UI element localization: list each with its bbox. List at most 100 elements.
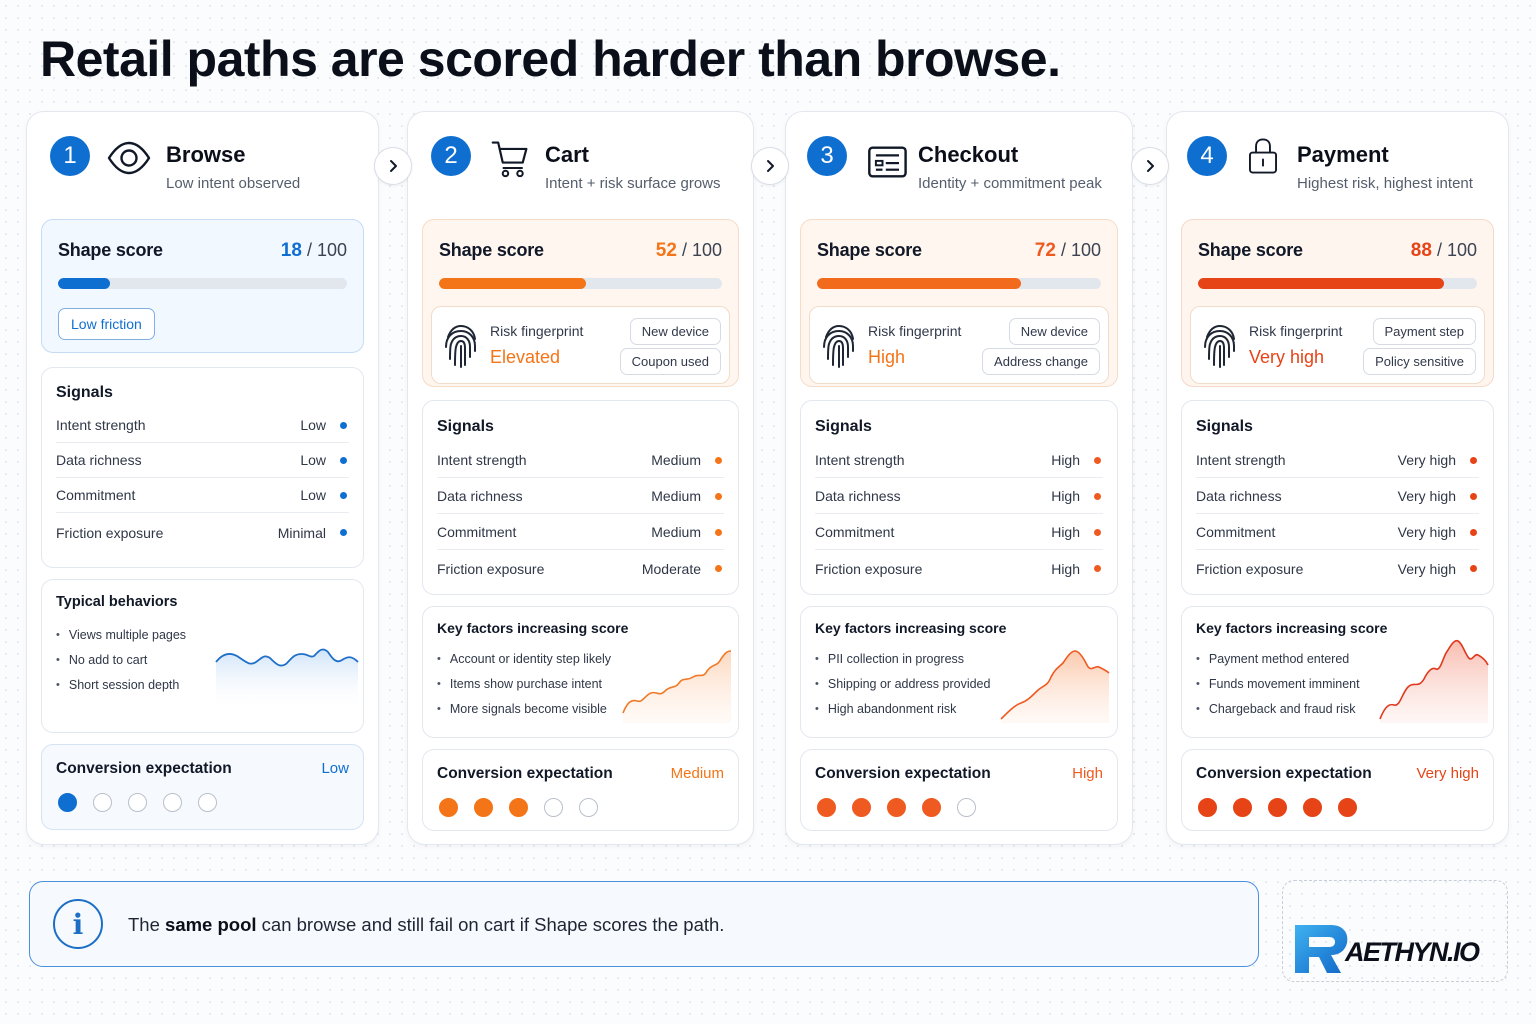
- conversion-dot-filled: [887, 798, 906, 817]
- score-number: 88: [1410, 240, 1432, 261]
- key-factors-panel: Key factors increasing score Account or …: [422, 606, 739, 738]
- signal-label: Intent strength: [56, 417, 146, 433]
- signal-label: Friction exposure: [815, 560, 923, 577]
- signal-dot: [340, 491, 347, 499]
- factors-list: Account or identity step likely Items sh…: [437, 646, 611, 721]
- key-factors-title: Key factors increasing score: [1196, 620, 1388, 636]
- stage-name: Browse: [166, 142, 246, 167]
- risk-tag: Payment step: [1372, 318, 1476, 345]
- stage-description: Intent + risk surface grows: [545, 175, 721, 192]
- signals-panel: Signals Intent strength High Data richnes…: [800, 400, 1118, 595]
- conversion-dot-filled: [58, 793, 77, 812]
- key-factors-title: Key factors increasing score: [437, 620, 629, 636]
- signal-label: Data richness: [815, 488, 901, 504]
- signal-row: Friction exposure Very high: [1196, 551, 1479, 586]
- score-bar: [439, 278, 722, 289]
- risk-fingerprint-label: Risk fingerprint: [1249, 323, 1343, 339]
- info-text-lead: The: [128, 914, 166, 935]
- conversion-dots: [439, 798, 598, 817]
- signal-label: Data richness: [437, 488, 523, 504]
- signals-title: Signals: [1196, 418, 1253, 435]
- signal-row: Commitment High: [815, 515, 1103, 550]
- stage-card-cart: 2 Cart Intent + risk surface grows Shape…: [407, 111, 754, 845]
- signal-dot: [1470, 492, 1477, 500]
- conversion-dot-filled: [852, 798, 871, 817]
- conversion-dot-empty: [198, 793, 217, 812]
- stage-name: Checkout: [918, 142, 1019, 167]
- score-number: 52: [655, 240, 677, 261]
- score-bar-fill: [58, 278, 111, 289]
- list-item: PII collection in progress: [815, 646, 990, 671]
- step-number-badge: 3: [807, 136, 847, 176]
- next-arrow-button[interactable]: [751, 147, 789, 185]
- list-item: Views multiple pages: [56, 622, 186, 647]
- signal-value: High: [1051, 524, 1080, 540]
- signals-panel: Signals Intent strength Medium Data richn…: [422, 400, 739, 595]
- info-callout: i The same pool can browse and still fai…: [29, 881, 1259, 967]
- signal-label: Intent strength: [1196, 452, 1286, 468]
- signal-value: Moderate: [641, 560, 701, 577]
- signal-row: Friction exposure Moderate: [437, 551, 724, 586]
- score-bar: [817, 278, 1101, 289]
- id-card-icon: [868, 146, 907, 178]
- list-item: Funds movement imminent: [1196, 671, 1360, 696]
- signal-value: High: [1051, 488, 1080, 504]
- signal-row: Friction exposure Minimal: [56, 515, 349, 550]
- signals-title: Signals: [437, 418, 494, 435]
- signal-label: Commitment: [437, 524, 517, 540]
- conversion-panel: Conversion expectation Medium: [422, 749, 739, 831]
- conversion-dot-filled: [1198, 798, 1217, 817]
- signal-row: Commitment Very high: [1196, 515, 1479, 550]
- shape-score-label: Shape score: [439, 240, 544, 260]
- shape-score-box: Shape score 52 / 100 Risk fingerprint El…: [422, 219, 739, 387]
- signal-dot: [715, 528, 722, 536]
- chevron-right-icon: [390, 160, 397, 172]
- signals-title: Signals: [56, 384, 113, 401]
- risk-tag: New device: [629, 318, 721, 345]
- info-icon: i: [53, 899, 103, 949]
- signal-value: Minimal: [277, 524, 326, 541]
- risk-fingerprint-label: Risk fingerprint: [490, 323, 584, 339]
- fingerprint-icon: [445, 324, 476, 368]
- shape-score-value: 72 / 100: [1035, 240, 1101, 262]
- signals-panel: Signals Intent strength Very high Data ri…: [1181, 400, 1494, 595]
- risk-tag: Policy sensitive: [1363, 348, 1476, 375]
- stage-description: Low intent observed: [166, 175, 301, 192]
- signal-row: Commitment Medium: [437, 515, 724, 550]
- shape-score-value: 18 / 100: [281, 240, 347, 262]
- signal-dot: [715, 565, 722, 572]
- conversion-dot-filled: [509, 798, 528, 817]
- risk-tag: New device: [1008, 318, 1100, 345]
- score-bar-fill: [817, 278, 1022, 289]
- signal-label: Friction exposure: [437, 560, 545, 577]
- conversion-value: Low: [321, 760, 349, 777]
- signal-dot: [340, 456, 347, 464]
- shape-score-label: Shape score: [817, 240, 922, 260]
- lock-icon: [1249, 138, 1277, 174]
- shape-score-label: Shape score: [58, 240, 163, 260]
- signal-label: Intent strength: [437, 452, 527, 468]
- shape-score-box: Shape score 88 / 100 Risk fingerprint Ve…: [1181, 219, 1494, 387]
- key-factors-panel: Key factors increasing score PII collect…: [800, 606, 1118, 738]
- signal-row: Intent strength Very high: [1196, 443, 1479, 478]
- next-arrow-button[interactable]: [374, 147, 412, 185]
- score-max: / 100: [681, 240, 722, 260]
- signal-label: Friction exposure: [56, 524, 164, 541]
- score-bar: [1198, 278, 1477, 289]
- low-friction-badge: Low friction: [58, 308, 155, 340]
- next-arrow-button[interactable]: [1131, 147, 1169, 185]
- signal-row: Data richness Medium: [437, 479, 724, 514]
- risk-fingerprint-box: Risk fingerprint Elevated New device Cou…: [431, 306, 730, 384]
- step-number-badge: 4: [1187, 136, 1227, 176]
- conversion-label: Conversion expectation: [437, 765, 613, 782]
- shape-score-box: Shape score 72 / 100 Risk fingerprint Hi…: [800, 219, 1118, 387]
- signal-label: Commitment: [56, 487, 136, 503]
- conversion-dot-filled: [1338, 798, 1357, 817]
- factors-list: PII collection in progress Shipping or a…: [815, 646, 991, 721]
- signal-dot: [1470, 528, 1477, 536]
- list-item: Chargeback and fraud risk: [1196, 696, 1360, 721]
- signal-value: Medium: [651, 452, 701, 468]
- signal-value: Very high: [1397, 488, 1456, 504]
- signal-dot: [715, 456, 722, 464]
- conversion-value: Very high: [1416, 765, 1479, 782]
